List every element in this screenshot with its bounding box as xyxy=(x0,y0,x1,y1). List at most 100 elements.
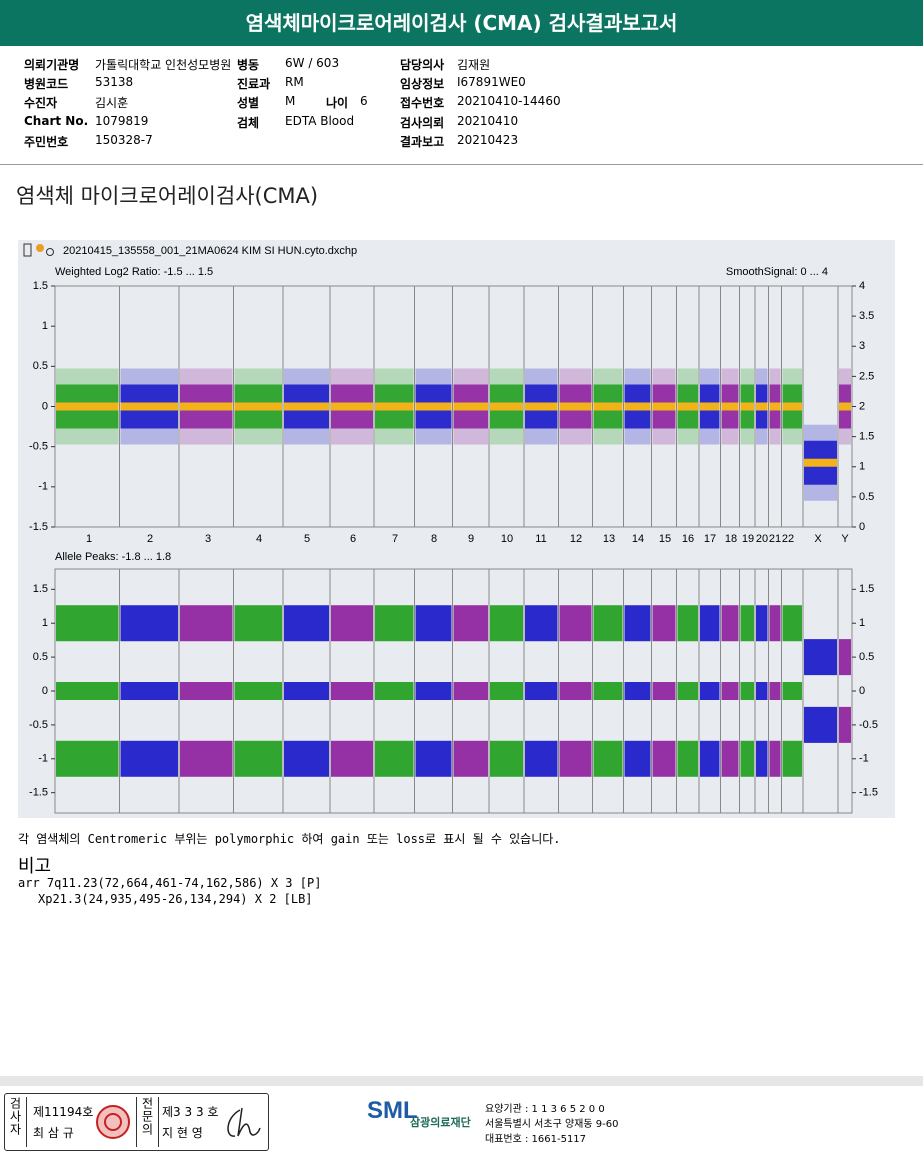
allele-band xyxy=(624,740,651,777)
lower-y-tick-label: -1 xyxy=(38,753,48,765)
allele-band xyxy=(700,605,720,642)
chromosome-label: 3 xyxy=(205,533,211,545)
allele-band xyxy=(839,706,851,743)
smooth-signal xyxy=(740,402,754,411)
allele-band xyxy=(593,740,623,777)
allele-band xyxy=(782,605,802,642)
allele-band xyxy=(782,682,802,700)
allele-band xyxy=(525,605,558,642)
info-value: 김시훈 xyxy=(95,96,129,110)
info-label: 나이 xyxy=(326,96,349,110)
allele-band xyxy=(415,682,452,700)
lower-label: Allele Peaks: -1.8 ... 1.8 xyxy=(55,551,171,563)
y-tick-label: 0 xyxy=(42,400,48,412)
allele-band xyxy=(740,605,754,642)
y2-tick-label: 0 xyxy=(859,521,865,533)
allele-band xyxy=(721,740,739,777)
allele-band xyxy=(453,740,488,777)
allele-band xyxy=(56,682,119,700)
allele-band xyxy=(559,605,592,642)
allele-band xyxy=(839,639,851,676)
allele-band xyxy=(756,740,768,777)
info-label: 병원코드 xyxy=(24,77,69,91)
smooth-signal xyxy=(677,402,698,411)
footer-band xyxy=(0,1076,923,1086)
info-label: 의뢰기관명 xyxy=(24,58,80,72)
allele-band xyxy=(652,605,676,642)
lower-y-tick-label: -1.5 xyxy=(29,787,48,799)
y-tick-label: -1.5 xyxy=(29,521,48,533)
allele-band xyxy=(234,740,282,777)
allele-band xyxy=(375,740,414,777)
lower-y2-tick-label: 1 xyxy=(859,617,865,629)
allele-band xyxy=(415,740,452,777)
allele-band xyxy=(677,605,698,642)
separator xyxy=(0,164,923,165)
smooth-signal xyxy=(120,402,178,411)
allele-band xyxy=(769,605,781,642)
lower-y2-tick-label: 0.5 xyxy=(859,651,874,663)
chromosome-label: 8 xyxy=(431,533,437,545)
chromosome-label: 14 xyxy=(632,533,644,545)
lower-y2-tick-label: 1.5 xyxy=(859,583,874,595)
allele-band xyxy=(804,639,837,676)
smooth-signal xyxy=(624,402,651,411)
smooth-signal xyxy=(782,402,802,411)
chromosome-label: 15 xyxy=(659,533,671,545)
info-value: 6W / 603 xyxy=(285,56,340,70)
allele-band xyxy=(559,740,592,777)
info-value: 6 xyxy=(360,94,368,108)
allele-band xyxy=(677,740,698,777)
allele-band xyxy=(721,605,739,642)
chromosome-label: 10 xyxy=(501,533,513,545)
lower-y-tick-label: 1.5 xyxy=(33,583,48,595)
smooth-signal xyxy=(652,402,676,411)
info-value: 20210410 xyxy=(457,114,519,128)
chromosome-label: 19 xyxy=(742,533,754,545)
allele-band xyxy=(652,682,676,700)
y-tick-label: -0.5 xyxy=(29,441,48,453)
allele-band xyxy=(490,605,523,642)
chromosome-label: 18 xyxy=(725,533,737,545)
info-value: RM xyxy=(285,75,304,89)
y2-tick-label: 3.5 xyxy=(859,310,874,322)
allele-band xyxy=(490,740,523,777)
chromosome-label: X xyxy=(814,533,822,545)
allele-band xyxy=(782,740,802,777)
allele-band xyxy=(234,605,282,642)
info-label: 수진자 xyxy=(24,96,58,110)
smooth-signal xyxy=(234,402,282,411)
examiner-label: 검사자 xyxy=(7,1097,27,1147)
report-title: 염색체마이크로어레이검사 (CMA) 검사결과보고서 xyxy=(0,0,923,46)
smooth-signal xyxy=(700,402,720,411)
icon xyxy=(36,244,44,252)
icon xyxy=(46,248,54,256)
lower-y2-tick-label: -1 xyxy=(859,753,869,765)
allele-band xyxy=(56,740,119,777)
footer-line: 요양기관 : 1 1 3 6 5 2 0 0 xyxy=(485,1104,605,1115)
allele-band xyxy=(721,682,739,700)
smooth-signal xyxy=(721,402,739,411)
chromosome-label: 13 xyxy=(603,533,615,545)
examiner-name: 최 삼 규 xyxy=(33,1126,74,1140)
allele-band xyxy=(769,740,781,777)
chromosome-label: 2 xyxy=(147,533,153,545)
info-label: 주민번호 xyxy=(24,135,69,149)
remark-line: arr 7q11.23(72,664,461-74,162,586) X 3 [… xyxy=(18,876,322,890)
lower-y-tick-label: -0.5 xyxy=(29,719,48,731)
allele-band xyxy=(593,682,623,700)
chromosome-label: 17 xyxy=(704,533,716,545)
allele-band xyxy=(331,740,373,777)
info-value: 20210423 xyxy=(457,133,519,147)
chromosome-label: 7 xyxy=(392,533,398,545)
chromosome-label: Y xyxy=(841,533,849,545)
allele-band xyxy=(415,605,452,642)
chromosome-label: 1 xyxy=(86,533,92,545)
info-label: 결과보고 xyxy=(400,135,445,149)
allele-band xyxy=(284,605,329,642)
info-label: 접수번호 xyxy=(400,96,445,110)
specialist-label: 전문의 xyxy=(136,1097,159,1147)
allele-band xyxy=(180,605,233,642)
allele-band xyxy=(769,682,781,700)
upper-label: Weighted Log2 Ratio: -1.5 ... 1.5 xyxy=(55,266,213,278)
